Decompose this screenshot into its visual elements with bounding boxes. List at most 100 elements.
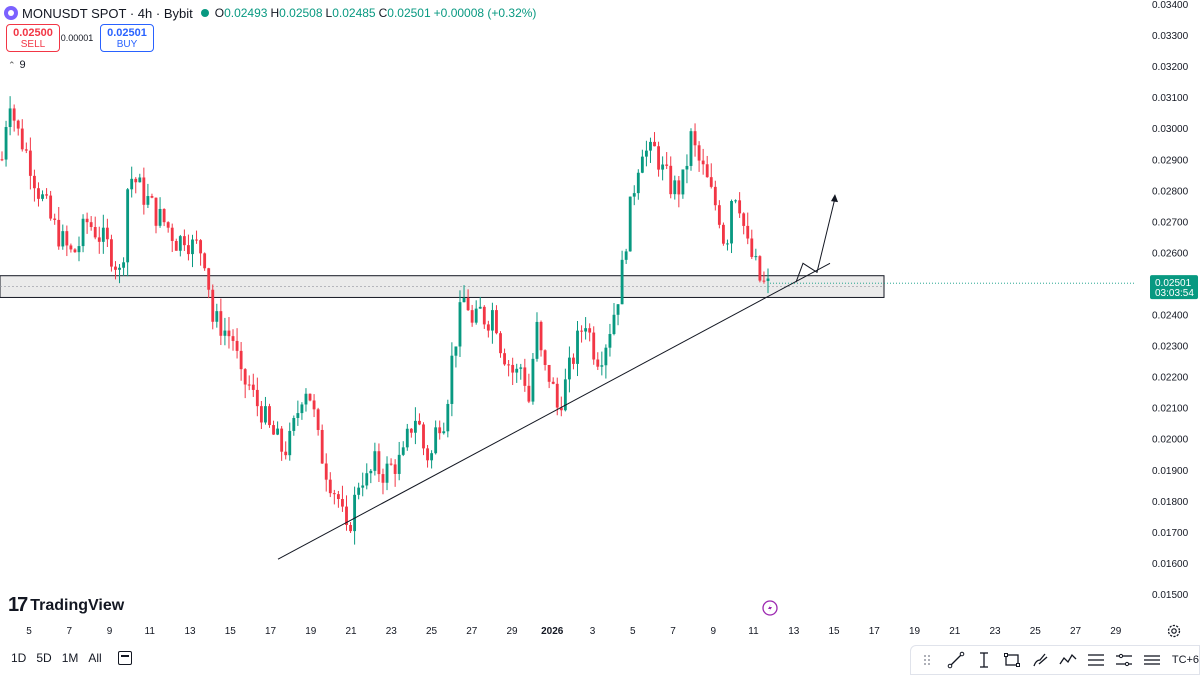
- candle-body: [677, 180, 681, 195]
- lightning-icon[interactable]: [762, 600, 778, 616]
- candle-body: [255, 389, 259, 407]
- candle-body: [584, 328, 588, 332]
- candle-body: [81, 218, 85, 247]
- candle-body: [754, 256, 758, 258]
- brush-icon[interactable]: [1029, 649, 1050, 671]
- time-axis-label: 15: [225, 626, 237, 637]
- drag-handle-icon[interactable]: [917, 649, 938, 671]
- candle-body: [576, 330, 579, 364]
- candle-body: [341, 499, 344, 507]
- candle-body: [482, 306, 486, 325]
- candle-body: [726, 243, 729, 245]
- buy-button[interactable]: 0.02501 BUY: [100, 24, 154, 52]
- price-axis-label: 0.02700: [1152, 217, 1189, 228]
- candle-body: [37, 188, 40, 199]
- time-axis-label: 11: [145, 626, 156, 637]
- candle-body: [110, 239, 113, 267]
- candle-body: [563, 379, 567, 411]
- ascending-trendline[interactable]: [277, 262, 831, 560]
- price-axis[interactable]: 0.03400 0.03300 0.03200 0.03100 0.03000 0.029…: [1152, 0, 1189, 601]
- candle-body: [284, 451, 288, 456]
- range-1d-button[interactable]: 1D: [11, 651, 27, 665]
- range-5d-button[interactable]: 5D: [36, 651, 52, 665]
- candle-body: [24, 149, 28, 151]
- candle-body: [105, 227, 109, 240]
- price-axis-label: 0.01500: [1152, 590, 1189, 601]
- candle-body: [195, 239, 198, 241]
- candle-body: [466, 297, 470, 311]
- tradingview-logo[interactable]: 17 TradingView: [8, 594, 124, 617]
- candle-body: [251, 384, 255, 390]
- candle-body: [397, 454, 401, 474]
- candle-body: [320, 429, 324, 464]
- candle-body: [665, 164, 669, 166]
- candle-body: [766, 278, 770, 281]
- candle-body: [519, 367, 523, 369]
- pattern-icon[interactable]: [1057, 649, 1078, 671]
- candle-body: [426, 448, 429, 461]
- range-all-button[interactable]: All: [88, 651, 102, 665]
- candle-body: [312, 400, 316, 410]
- candle-body: [268, 406, 271, 426]
- sell-label: SELL: [20, 39, 46, 50]
- timezone-label[interactable]: TC+6: [1171, 654, 1200, 666]
- candle-body: [304, 393, 308, 405]
- time-axis-label: 5: [26, 626, 32, 637]
- candle-body: [65, 231, 69, 246]
- chevron-up-icon[interactable]: ⌃: [8, 59, 16, 70]
- calendar-icon[interactable]: [117, 651, 132, 665]
- candle-body: [280, 428, 284, 452]
- candle-body: [353, 494, 357, 532]
- candle-body: [199, 240, 203, 254]
- ruler-icon[interactable]: [1114, 649, 1135, 671]
- candle-body: [369, 470, 373, 474]
- gear-icon[interactable]: [1166, 623, 1182, 639]
- time-axis-label: 23: [386, 626, 398, 637]
- indicator-legend[interactable]: ⌃ 9: [8, 59, 26, 71]
- bottom-toolbar: 1D 5D 1M All: [0, 643, 1200, 673]
- candle-body: [16, 120, 20, 129]
- fib-icon[interactable]: [1086, 649, 1107, 671]
- candle-body: [422, 424, 425, 449]
- candle-body: [559, 407, 563, 411]
- candle-body: [93, 227, 97, 238]
- candle-body: [235, 340, 239, 351]
- candle-body: [126, 189, 130, 263]
- candle-body: [247, 384, 251, 386]
- trendline-icon[interactable]: [945, 649, 966, 671]
- market-status-icon[interactable]: [200, 9, 209, 17]
- candle-body: [612, 314, 616, 335]
- time-axis[interactable]: 5 7 9 11 13 15 17 19 21 23 25 27 29 2026 3 5 7 9 11 13 15 17 1…: [26, 626, 1122, 637]
- candle-body: [527, 385, 531, 402]
- candle-body: [454, 346, 458, 356]
- price-axis-label: 0.01600: [1152, 559, 1189, 570]
- candle-body: [122, 262, 126, 268]
- candle-body: [657, 146, 660, 170]
- candle-body: [223, 330, 227, 336]
- range-1m-button[interactable]: 1M: [61, 651, 79, 665]
- candle-body: [458, 302, 462, 347]
- projection-path[interactable]: [795, 197, 836, 283]
- candle-body: [41, 194, 44, 199]
- candle-body: [292, 417, 296, 431]
- price-axis-label: 0.03100: [1152, 93, 1189, 104]
- lines-icon[interactable]: [1142, 649, 1163, 671]
- rectangle-icon[interactable]: [1001, 649, 1022, 671]
- candle-body: [227, 330, 231, 337]
- candle-body: [405, 428, 409, 448]
- candle-body: [61, 231, 65, 247]
- candle-body: [572, 357, 575, 364]
- candle-body: [681, 169, 685, 195]
- sell-button[interactable]: 0.02500 SELL: [6, 24, 60, 52]
- time-axis-label: 27: [1070, 626, 1082, 637]
- candle-body: [77, 246, 81, 253]
- candle-body: [130, 178, 134, 190]
- symbol-title[interactable]: MONUSDT SPOT · 4h · Bybit: [22, 5, 193, 21]
- candle-body: [624, 251, 628, 260]
- bar-countdown: 03:03:54: [1155, 288, 1194, 299]
- candle-body: [389, 463, 393, 465]
- text-cursor-icon[interactable]: [973, 649, 994, 671]
- candle-body: [446, 403, 450, 432]
- candle-body: [142, 177, 146, 205]
